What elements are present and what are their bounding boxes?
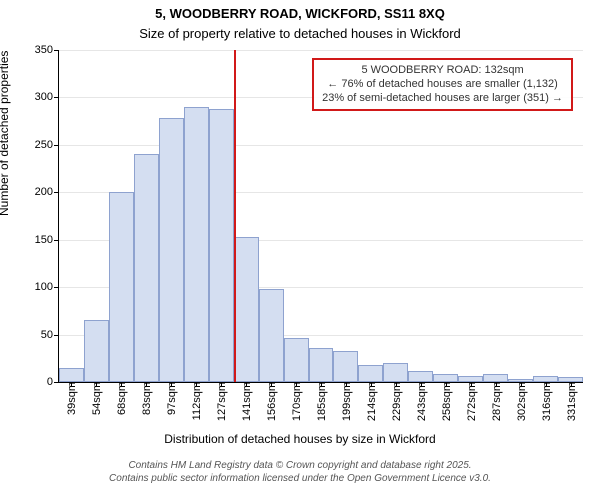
credits-line-1: Contains HM Land Registry data © Crown c… <box>0 460 600 473</box>
x-tick-label: 68sqm <box>114 382 128 415</box>
histogram-bar <box>184 107 209 382</box>
chart-container: { "title": "5, WOODBERRY ROAD, WICKFORD,… <box>0 0 600 500</box>
histogram-bar <box>259 289 284 382</box>
x-tick-label: 97sqm <box>164 382 178 415</box>
annotation-box: 5 WOODBERRY ROAD: 132sqm← 76% of detache… <box>312 58 573 111</box>
x-tick-label: 112sqm <box>189 382 203 420</box>
histogram-bar <box>358 365 383 382</box>
annotation-line: ← 76% of detached houses are smaller (1,… <box>322 78 563 92</box>
histogram-bar <box>284 338 309 382</box>
gridline <box>59 145 583 146</box>
x-tick-label: 170sqm <box>289 382 303 421</box>
histogram-bar <box>309 348 334 382</box>
histogram-bar <box>234 237 259 382</box>
x-tick-label: 302sqm <box>514 382 528 421</box>
chart-subtitle: Size of property relative to detached ho… <box>0 26 600 41</box>
x-tick-label: 214sqm <box>364 382 378 421</box>
credits-line-2: Contains public sector information licen… <box>0 473 600 486</box>
x-tick-label: 156sqm <box>264 382 278 421</box>
histogram-bar <box>59 368 84 382</box>
x-tick-label: 185sqm <box>314 382 328 421</box>
x-axis-label: Distribution of detached houses by size … <box>0 432 600 446</box>
y-tick-label: 50 <box>41 329 59 341</box>
x-tick-label: 287sqm <box>489 382 503 421</box>
x-tick-label: 272sqm <box>464 382 478 421</box>
x-tick-label: 243sqm <box>414 382 428 421</box>
histogram-bar <box>159 118 184 382</box>
histogram-bar <box>383 363 408 382</box>
histogram-bar <box>408 371 433 382</box>
property-marker-line <box>234 50 236 382</box>
y-tick-label: 200 <box>35 186 59 198</box>
histogram-bar <box>433 374 458 382</box>
plot-area: 05010015020025030035039sqm54sqm68sqm83sq… <box>58 50 583 383</box>
x-tick-label: 39sqm <box>64 382 78 415</box>
x-tick-label: 331sqm <box>564 382 578 421</box>
credits: Contains HM Land Registry data © Crown c… <box>0 460 600 485</box>
chart-title: 5, WOODBERRY ROAD, WICKFORD, SS11 8XQ <box>0 6 600 21</box>
histogram-bar <box>333 351 358 382</box>
x-tick-label: 199sqm <box>339 382 353 421</box>
y-tick-label: 0 <box>47 376 59 388</box>
x-tick-label: 83sqm <box>139 382 153 415</box>
y-tick-label: 300 <box>35 91 59 103</box>
x-tick-label: 54sqm <box>89 382 103 415</box>
y-tick-label: 350 <box>35 44 59 56</box>
y-tick-label: 150 <box>35 234 59 246</box>
histogram-bar <box>109 192 134 382</box>
gridline <box>59 50 583 51</box>
x-tick-label: 127sqm <box>214 382 228 421</box>
y-tick-label: 100 <box>35 281 59 293</box>
y-axis-label: Number of detached properties <box>0 51 11 216</box>
histogram-bar <box>483 374 508 382</box>
histogram-bar <box>134 154 159 382</box>
x-tick-label: 229sqm <box>389 382 403 421</box>
annotation-line: 23% of semi-detached houses are larger (… <box>322 92 563 106</box>
y-tick-label: 250 <box>35 139 59 151</box>
x-tick-label: 141sqm <box>239 382 253 421</box>
histogram-bar <box>209 109 234 382</box>
x-tick-label: 258sqm <box>439 382 453 421</box>
histogram-bar <box>84 320 109 382</box>
x-tick-label: 316sqm <box>539 382 553 421</box>
annotation-line: 5 WOODBERRY ROAD: 132sqm <box>322 64 563 78</box>
